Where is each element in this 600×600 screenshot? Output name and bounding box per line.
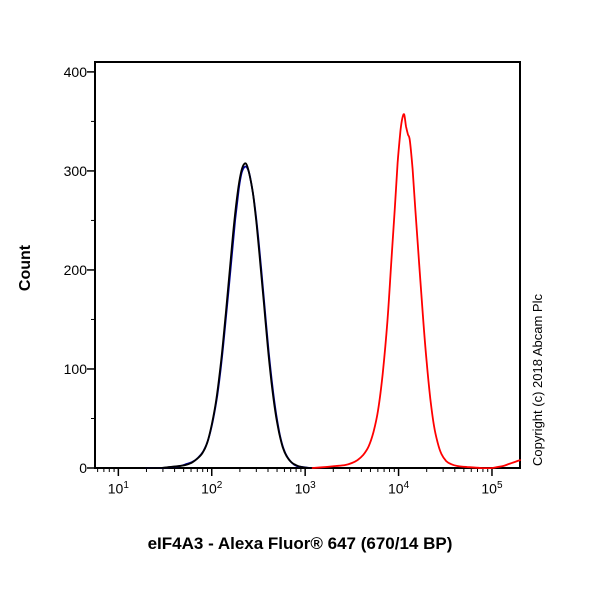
copyright-text: Copyright (c) 2018 Abcam Plc xyxy=(530,294,545,466)
x-tick-label-10e2: 102 xyxy=(201,480,223,497)
x-tick-label-10e4: 104 xyxy=(387,480,410,497)
x-tick-label-10e5: 105 xyxy=(481,480,503,497)
series-curve-eif4a3-red xyxy=(311,113,521,470)
y-tick-label-400: 400 xyxy=(63,63,87,80)
series-curve-control-black xyxy=(145,162,325,469)
x-tick-label-10e1: 101 xyxy=(107,480,129,497)
x-tick-label-10e3: 103 xyxy=(294,480,316,497)
y-tick-label-0: 0 xyxy=(79,460,87,476)
y-tick-label-200: 200 xyxy=(63,261,87,278)
plot-frame xyxy=(94,61,521,469)
y-axis-title: Count xyxy=(17,244,34,291)
y-tick-label-100: 100 xyxy=(63,360,87,377)
x-axis-title: eIF4A3 - Alexa Fluor® 647 (670/14 BP) xyxy=(147,534,453,553)
y-tick-label-300: 300 xyxy=(63,162,87,179)
